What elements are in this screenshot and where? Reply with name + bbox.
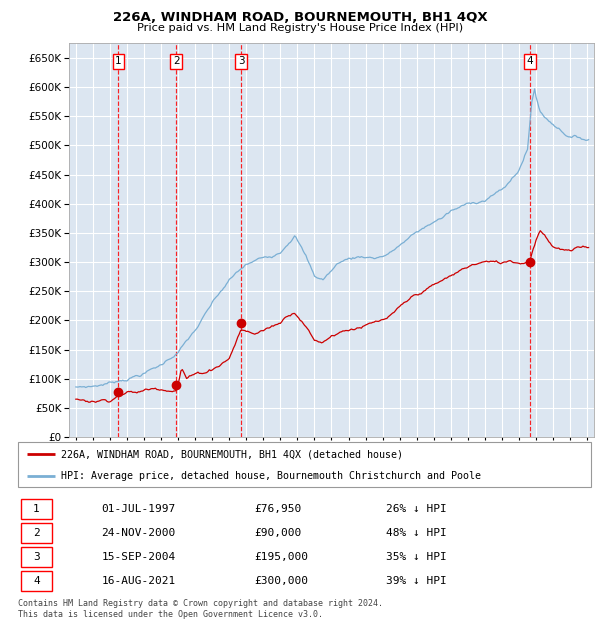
Text: 4: 4 (526, 56, 533, 66)
Text: 26% ↓ HPI: 26% ↓ HPI (386, 504, 447, 514)
Text: 1: 1 (33, 504, 40, 514)
Text: Contains HM Land Registry data © Crown copyright and database right 2024.
This d: Contains HM Land Registry data © Crown c… (18, 600, 383, 619)
Text: £90,000: £90,000 (254, 528, 301, 538)
Text: 4: 4 (33, 576, 40, 586)
FancyBboxPatch shape (20, 547, 52, 567)
Text: 35% ↓ HPI: 35% ↓ HPI (386, 552, 447, 562)
Text: 01-JUL-1997: 01-JUL-1997 (101, 504, 176, 514)
Text: 226A, WINDHAM ROAD, BOURNEMOUTH, BH1 4QX: 226A, WINDHAM ROAD, BOURNEMOUTH, BH1 4QX (113, 11, 487, 24)
FancyBboxPatch shape (20, 571, 52, 591)
Text: 226A, WINDHAM ROAD, BOURNEMOUTH, BH1 4QX (detached house): 226A, WINDHAM ROAD, BOURNEMOUTH, BH1 4QX… (61, 449, 403, 459)
Text: 16-AUG-2021: 16-AUG-2021 (101, 576, 176, 586)
Text: £76,950: £76,950 (254, 504, 301, 514)
Text: 3: 3 (238, 56, 244, 66)
Text: £300,000: £300,000 (254, 576, 308, 586)
Text: £195,000: £195,000 (254, 552, 308, 562)
Text: 1: 1 (115, 56, 122, 66)
FancyBboxPatch shape (20, 523, 52, 543)
Text: 39% ↓ HPI: 39% ↓ HPI (386, 576, 447, 586)
Text: 48% ↓ HPI: 48% ↓ HPI (386, 528, 447, 538)
FancyBboxPatch shape (20, 499, 52, 519)
Text: 2: 2 (173, 56, 179, 66)
Text: 15-SEP-2004: 15-SEP-2004 (101, 552, 176, 562)
Text: 2: 2 (33, 528, 40, 538)
FancyBboxPatch shape (18, 442, 591, 487)
Text: 3: 3 (33, 552, 40, 562)
Text: Price paid vs. HM Land Registry's House Price Index (HPI): Price paid vs. HM Land Registry's House … (137, 23, 463, 33)
Text: HPI: Average price, detached house, Bournemouth Christchurch and Poole: HPI: Average price, detached house, Bour… (61, 471, 481, 480)
Text: 24-NOV-2000: 24-NOV-2000 (101, 528, 176, 538)
